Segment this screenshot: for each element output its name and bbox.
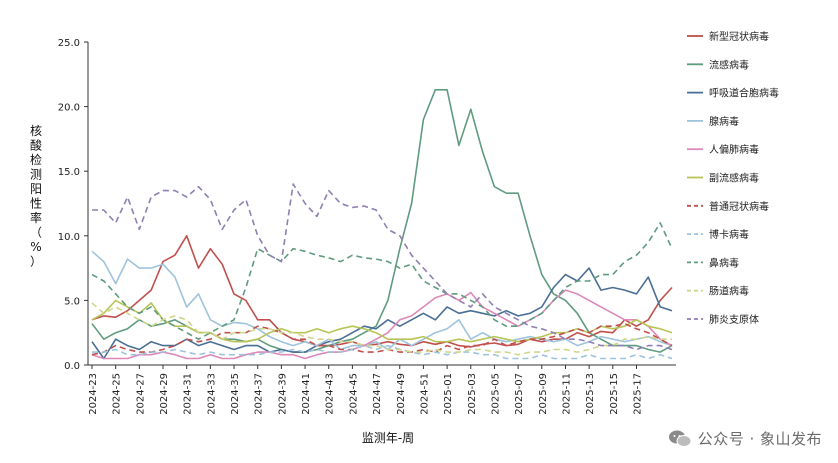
y-tick-label: 5.0 bbox=[64, 296, 80, 307]
x-tick-label: 2025-17 bbox=[632, 373, 643, 415]
legend-label-3: 腺病毒 bbox=[709, 115, 739, 128]
x-tick-label: 2025-01 bbox=[443, 373, 454, 415]
x-tick-label: 2025-07 bbox=[514, 373, 525, 415]
legend-label-4: 人偏肺病毒 bbox=[709, 143, 759, 156]
series-line-0 bbox=[91, 235, 673, 348]
x-tick-label: 2024-33 bbox=[206, 373, 217, 415]
x-tick-label: 2024-41 bbox=[301, 373, 312, 415]
legend-label-7: 博卡病毒 bbox=[709, 228, 749, 241]
legend-label-10: 肺炎支原体 bbox=[709, 314, 759, 326]
x-tick-label: 2025-13 bbox=[585, 373, 596, 415]
x-tick-label: 2025-15 bbox=[609, 373, 620, 415]
series-line-8 bbox=[91, 222, 673, 340]
y-axis-ticks: 0.0 5.0 10.0 15.0 20.0 25.0 bbox=[58, 38, 88, 372]
legend-label-1: 流感病毒 bbox=[709, 58, 749, 71]
watermark-text: 公众号 · 象山发布 bbox=[697, 430, 822, 448]
x-tick-label: 2024-51 bbox=[419, 373, 430, 415]
x-tick-label: 2024-37 bbox=[254, 373, 265, 415]
y-tick-label: 25.0 bbox=[58, 38, 80, 49]
legend-label-9: 肠道病毒 bbox=[709, 285, 749, 298]
legend-label-0: 新型冠状病毒 bbox=[709, 30, 769, 43]
y-tick-label: 15.0 bbox=[58, 167, 80, 178]
legend-label-8: 鼻病毒 bbox=[709, 256, 739, 269]
chart-legend: 新型冠状病毒流感病毒呼吸道合胞病毒腺病毒人偏肺病毒副流感病毒普通冠状病毒博卡病毒… bbox=[687, 30, 779, 326]
x-tick-label: 2024-35 bbox=[230, 373, 241, 415]
x-tick-label: 2024-31 bbox=[183, 373, 194, 415]
x-tick-label: 2025-05 bbox=[490, 373, 501, 415]
chart-axes bbox=[87, 42, 676, 366]
watermark: 公众号 · 象山发布 bbox=[668, 428, 822, 449]
wechat-icon bbox=[668, 429, 692, 449]
series-line-7 bbox=[92, 344, 673, 360]
x-tick-label: 2024-23 bbox=[88, 373, 99, 415]
x-tick-label: 2024-47 bbox=[372, 373, 383, 415]
x-tick-label: 2024-39 bbox=[277, 373, 288, 415]
series-line-5 bbox=[91, 299, 673, 343]
x-tick-label: 2025-11 bbox=[561, 373, 572, 415]
x-tick-label: 2025-09 bbox=[538, 373, 549, 415]
series-line-6 bbox=[91, 322, 673, 356]
y-axis-title: 核酸检测阳性率（%） bbox=[30, 124, 42, 269]
x-tick-label: 2024-49 bbox=[396, 373, 407, 415]
series-line-9 bbox=[91, 302, 672, 356]
x-tick-label: 2024-27 bbox=[135, 373, 146, 415]
x-tick-label: 2024-29 bbox=[159, 373, 170, 415]
y-tick-label: 20.0 bbox=[58, 103, 80, 114]
x-axis-ticks: 2024-23 2024-25 2024-27 2024-29 2024-31 2024-… bbox=[88, 365, 643, 415]
series-line-1 bbox=[91, 89, 673, 353]
x-tick-label: 2025-03 bbox=[467, 373, 478, 415]
x-tick-label: 2024-45 bbox=[348, 373, 359, 415]
y-tick-label: 0.0 bbox=[64, 361, 80, 372]
legend-label-6: 普通冠状病毒 bbox=[709, 200, 769, 213]
x-tick-label: 2024-43 bbox=[325, 373, 336, 415]
legend-label-5: 副流感病毒 bbox=[709, 172, 759, 185]
series-line-3 bbox=[91, 250, 673, 351]
legend-label-2: 呼吸道合胞病毒 bbox=[709, 87, 779, 100]
chart-series bbox=[91, 89, 673, 360]
x-axis-title: 监测年-周 bbox=[362, 431, 414, 445]
series-line-10 bbox=[92, 183, 673, 351]
x-tick-label: 2024-25 bbox=[112, 373, 123, 415]
y-tick-label: 10.0 bbox=[58, 232, 80, 243]
